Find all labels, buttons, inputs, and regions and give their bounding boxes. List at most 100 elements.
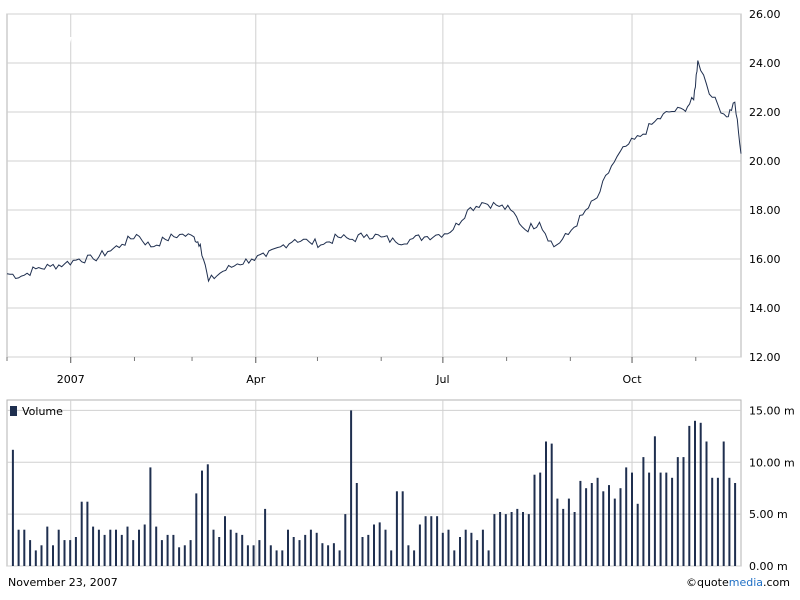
price-series-line	[6, 60, 742, 283]
volume-bar	[625, 467, 628, 566]
ticker-label: EWH	[30, 31, 91, 61]
price-panel	[6, 13, 742, 358]
price-x-tick-label: Apr	[246, 373, 266, 386]
volume-bar	[711, 477, 714, 566]
volume-bar	[149, 467, 152, 566]
volume-bar	[155, 526, 158, 566]
volume-bar	[579, 480, 582, 566]
volume-bar	[74, 537, 77, 566]
volume-bar	[504, 514, 507, 566]
volume-bar	[132, 540, 135, 566]
volume-bar	[527, 514, 530, 566]
volume-bar	[596, 477, 599, 566]
volume-bar	[298, 540, 301, 566]
price-y-tick-label: 24.00	[749, 57, 781, 70]
volume-bar	[115, 529, 117, 566]
footer-date: November 23, 2007	[8, 576, 118, 589]
volume-bar	[166, 534, 169, 566]
price-y-tick-label: 14.00	[749, 302, 781, 315]
volume-bar	[613, 498, 616, 566]
volume-legend-swatch	[10, 406, 17, 416]
price-grid	[7, 13, 741, 358]
volume-bar	[97, 529, 100, 566]
volume-bar	[183, 545, 186, 567]
volume-bar	[212, 529, 215, 566]
volume-bar	[728, 477, 731, 566]
volume-bar	[40, 545, 43, 567]
volume-bar	[619, 488, 622, 566]
volume-bar	[705, 441, 708, 566]
volume-bar	[103, 534, 106, 566]
volume-bar	[487, 550, 490, 566]
volume-y-ticks: 15.00 m 10.00 m 5.00 m 0.00 m	[749, 404, 795, 573]
volume-bar	[533, 474, 536, 566]
volume-bar	[11, 449, 14, 566]
volume-bar	[539, 472, 542, 566]
volume-bar	[332, 543, 335, 566]
volume-bar	[235, 532, 238, 566]
volume-bar	[338, 550, 341, 566]
volume-bar	[653, 436, 656, 566]
volume-bar	[241, 534, 244, 566]
volume-bar	[350, 410, 353, 566]
volume-bar	[126, 526, 129, 566]
volume-bar	[224, 516, 226, 566]
volume-bar	[481, 529, 484, 566]
volume-bar	[631, 472, 633, 566]
volume-bar	[545, 441, 547, 566]
volume-bar	[676, 457, 679, 566]
price-y-tick-label: 26.00	[749, 8, 781, 21]
volume-bar	[671, 477, 674, 566]
volume-bar	[573, 512, 576, 566]
volume-bar	[418, 524, 421, 566]
price-x-ticks: 2007 Apr Jul Oct	[6, 357, 697, 386]
volume-y-tick-label: 0.00 m	[749, 560, 788, 573]
volume-bar	[309, 529, 312, 566]
volume-bar	[80, 501, 83, 566]
volume-bar	[327, 545, 330, 567]
brand-prefix: quote	[696, 576, 729, 589]
volume-bar	[694, 420, 696, 567]
volume-bar	[201, 470, 203, 566]
volume-bar	[699, 422, 702, 566]
volume-bar	[246, 545, 249, 567]
volume-bar	[585, 488, 588, 566]
volume-bar	[430, 516, 433, 566]
volume-bar	[321, 543, 324, 566]
volume-bars	[11, 410, 737, 567]
volume-bar	[384, 529, 387, 566]
volume-bar	[292, 537, 295, 566]
volume-bar	[86, 501, 89, 566]
volume-bar	[499, 512, 502, 566]
volume-bar	[206, 464, 209, 566]
volume-bar	[493, 514, 496, 566]
quotemedia-link[interactable]: ©quotemedia.com	[686, 576, 790, 589]
volume-bar	[464, 529, 467, 566]
volume-bar	[642, 457, 645, 566]
volume-legend-label: Volume	[22, 405, 63, 418]
volume-bar	[275, 550, 278, 566]
price-y-tick-label: 22.00	[749, 106, 781, 119]
volume-bar	[659, 472, 662, 566]
volume-bar	[716, 477, 719, 566]
price-y-tick-label: 12.00	[749, 351, 781, 364]
volume-bar	[682, 457, 685, 566]
volume-bar	[401, 491, 404, 566]
volume-bar	[665, 472, 668, 566]
volume-bar	[590, 483, 593, 566]
volume-bar	[344, 514, 347, 566]
volume-bar	[29, 540, 32, 566]
volume-bar	[63, 540, 66, 566]
volume-bar	[304, 534, 307, 566]
price-y-ticks: 26.00 24.00 22.00 20.00 18.00 16.00 14.00 12.00	[749, 8, 781, 364]
volume-bar	[390, 550, 393, 566]
volume-bar	[453, 550, 456, 566]
volume-bar	[120, 534, 123, 566]
volume-bar	[567, 498, 570, 566]
price-x-tick-label: Jul	[435, 373, 449, 386]
volume-bar	[138, 529, 140, 566]
volume-bar	[470, 532, 473, 566]
volume-bar	[229, 529, 232, 566]
volume-bar	[46, 526, 49, 566]
